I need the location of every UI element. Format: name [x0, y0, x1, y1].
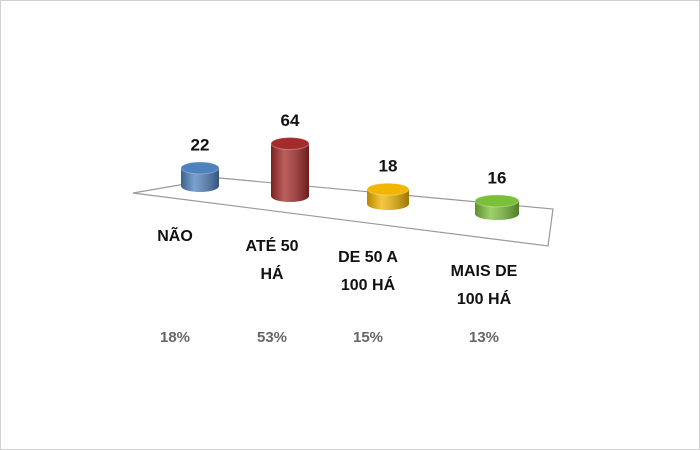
category-label: MAIS DE: [451, 263, 518, 280]
category-label: NÃO: [157, 225, 193, 245]
cylinder-part: [180, 161, 220, 175]
cylinder-part: [270, 137, 310, 151]
percent-label: 53%: [257, 329, 287, 346]
cylinder-part: [366, 182, 410, 196]
cylinder: [270, 137, 310, 202]
category-label: ATÉ 50: [245, 236, 298, 255]
category-label: 100 HÁ: [457, 289, 512, 308]
value-label: 16: [488, 168, 507, 187]
cylinder-part: [271, 143, 309, 202]
category-label: DE 50 A: [338, 249, 398, 266]
value-label: 18: [379, 157, 398, 176]
cylinder-part: [474, 194, 520, 208]
percent-label: 15%: [353, 329, 383, 346]
cylinder-part: [181, 167, 219, 192]
cylinder: [474, 194, 520, 220]
percent-label: 18%: [160, 329, 190, 346]
value-label: 64: [281, 111, 300, 130]
cylinder: [366, 182, 410, 210]
percent-label: 13%: [469, 329, 499, 346]
category-label: HÁ: [260, 264, 284, 283]
value-label: 22: [191, 135, 210, 154]
cylinder: [180, 161, 220, 192]
category-label: 100 HÁ: [341, 275, 396, 294]
